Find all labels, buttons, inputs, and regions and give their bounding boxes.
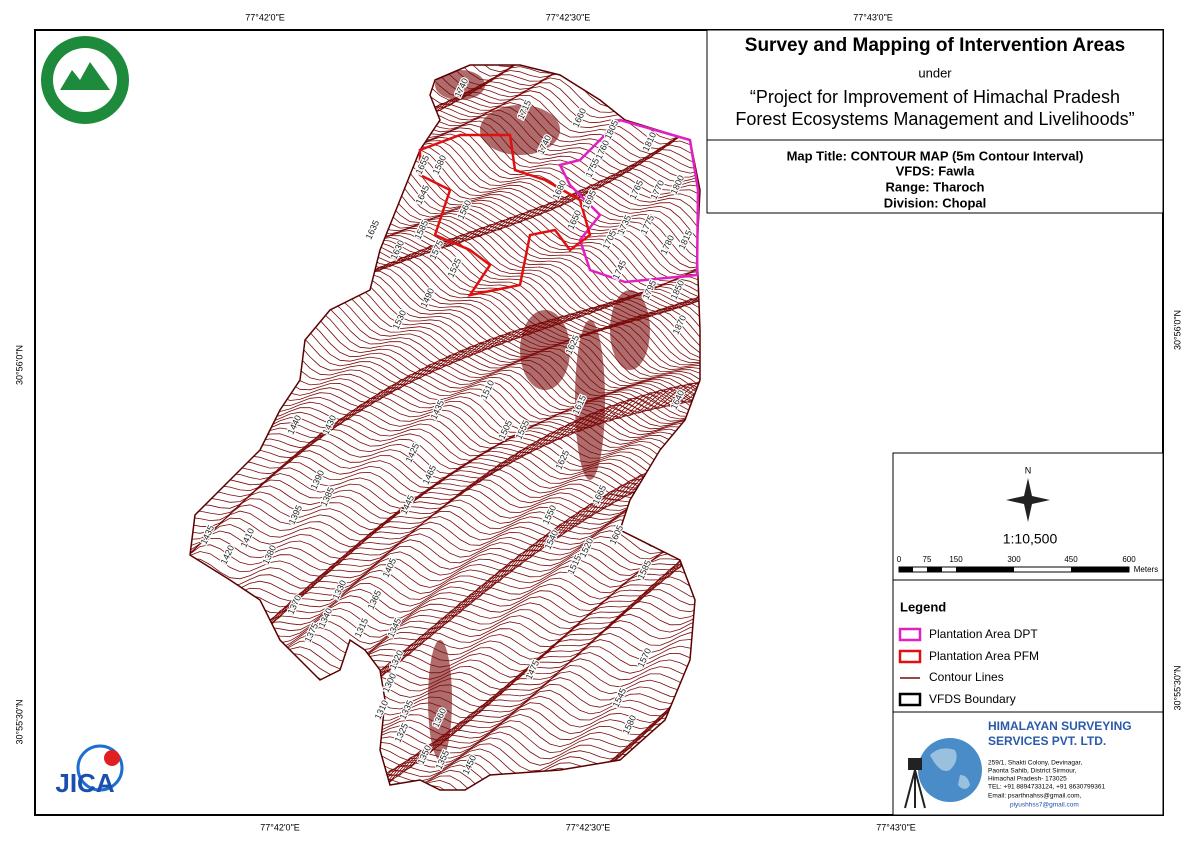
division: Division: Chopal — [884, 195, 987, 210]
address: piyushhss7@gmail.com — [1010, 802, 1079, 809]
jica-arc — [76, 744, 124, 792]
subtitle: under — [918, 65, 952, 80]
contour — [190, 488, 700, 602]
project: “Project for Improvement of Himachal Pra… — [750, 87, 1120, 107]
emblem-tree — [60, 62, 110, 90]
scale-label: 0 — [897, 555, 902, 564]
address: Himachal Pradesh- 173025 — [988, 776, 1067, 783]
contour — [190, 412, 700, 457]
info-box — [706, 139, 1164, 214]
scale-seg — [1071, 567, 1129, 572]
contour — [190, 471, 700, 577]
legend-title: Legend — [900, 599, 946, 614]
scale-label: 150 — [949, 555, 963, 564]
jica-text: JICA — [55, 768, 114, 798]
legend-box — [892, 579, 1164, 713]
contour — [190, 467, 700, 571]
contour — [190, 415, 700, 461]
dense-contours — [520, 310, 570, 390]
plantation-dpt — [558, 118, 700, 284]
legend-item: Contour Lines — [929, 670, 1004, 684]
contour — [190, 727, 700, 790]
scale-unit: Meters — [1134, 565, 1158, 574]
scale-label: 600 — [1122, 555, 1136, 564]
coordinates: 77°42'0"E 77°42'30"E 77°43'0"E 77°42'0"E… — [14, 12, 1182, 832]
map-title: Map Title: CONTOUR MAP (5m Contour Inter… — [787, 148, 1084, 163]
coord: 30°55'30"N — [14, 699, 24, 744]
dense-contours — [610, 290, 650, 370]
address: Paonta Sahib, District Sirmour, — [988, 768, 1077, 775]
contour — [190, 462, 700, 565]
legend-swatch — [898, 692, 922, 707]
legend-item: Plantation Area PFM — [929, 649, 1039, 663]
company-name: HIMALAYAN SURVEYING — [988, 719, 1132, 733]
scale-ratio: 1:10,500 — [1003, 531, 1058, 547]
scale-label: 450 — [1064, 555, 1078, 564]
legend-item: Plantation Area DPT — [929, 627, 1038, 641]
scale-seg — [899, 567, 913, 572]
coord: 77°42'0"E — [260, 822, 300, 832]
dense-contours — [480, 105, 560, 155]
contour — [190, 753, 700, 790]
scale-label: 300 — [1007, 555, 1021, 564]
contour — [190, 494, 700, 608]
instrument — [908, 758, 922, 770]
coord: 77°42'0"E — [245, 12, 285, 22]
jica-dot — [104, 750, 120, 766]
logo-jica: JICA — [55, 744, 124, 798]
contour — [190, 418, 700, 467]
project: Forest Ecosystems Management and Livelih… — [735, 109, 1134, 129]
coord: 77°42'30"E — [566, 822, 611, 832]
contour — [190, 745, 700, 790]
scale-bar — [898, 566, 1130, 573]
legend-swatch — [898, 627, 922, 642]
contour — [190, 454, 700, 518]
contour — [190, 484, 700, 595]
contour — [190, 475, 700, 584]
plantation-pfm — [418, 133, 592, 297]
address: Email: psarthnahss@gmail.com, — [988, 793, 1081, 800]
coord: 77°43'0"E — [853, 12, 893, 22]
north-label: N — [1025, 465, 1032, 475]
range: Range: Tharoch — [886, 179, 985, 194]
contour — [190, 421, 700, 474]
legend-item: VFDS Boundary — [929, 692, 1016, 706]
contour — [190, 738, 700, 790]
contour — [190, 460, 700, 528]
contour — [190, 458, 700, 540]
legend-swatch — [898, 649, 922, 664]
coord: 77°43'0"E — [876, 822, 916, 832]
north-arrow — [1006, 478, 1050, 522]
address: 259/1, Shakti Colony, Devinagar, — [988, 760, 1082, 767]
coord: 30°55'30"N — [1172, 665, 1182, 710]
address: TEL: +91 8894733124, +91 8630799361 — [988, 784, 1105, 791]
coord: 77°42'30"E — [546, 12, 591, 22]
globe-land — [930, 748, 970, 789]
dense-contours — [435, 70, 485, 100]
dense-contours — [428, 640, 452, 760]
scale-label: 75 — [923, 555, 932, 564]
contour — [190, 732, 700, 790]
contour — [190, 480, 700, 589]
dense-contours — [575, 320, 605, 480]
vfds-boundary — [189, 64, 701, 791]
coord: 30°56'0"N — [14, 345, 24, 385]
scale-seg — [927, 567, 942, 572]
vfds: VFDS: Fawla — [896, 163, 976, 178]
scale-seg — [956, 567, 1014, 572]
title: Survey and Mapping of Intervention Areas — [745, 35, 1125, 56]
logo-emblem — [41, 36, 129, 124]
company-name: SERVICES PVT. LTD. — [988, 734, 1106, 748]
coord: 30°56'0"N — [1172, 310, 1182, 350]
title-box — [706, 29, 1164, 141]
contour — [190, 424, 700, 480]
contour — [190, 451, 700, 516]
